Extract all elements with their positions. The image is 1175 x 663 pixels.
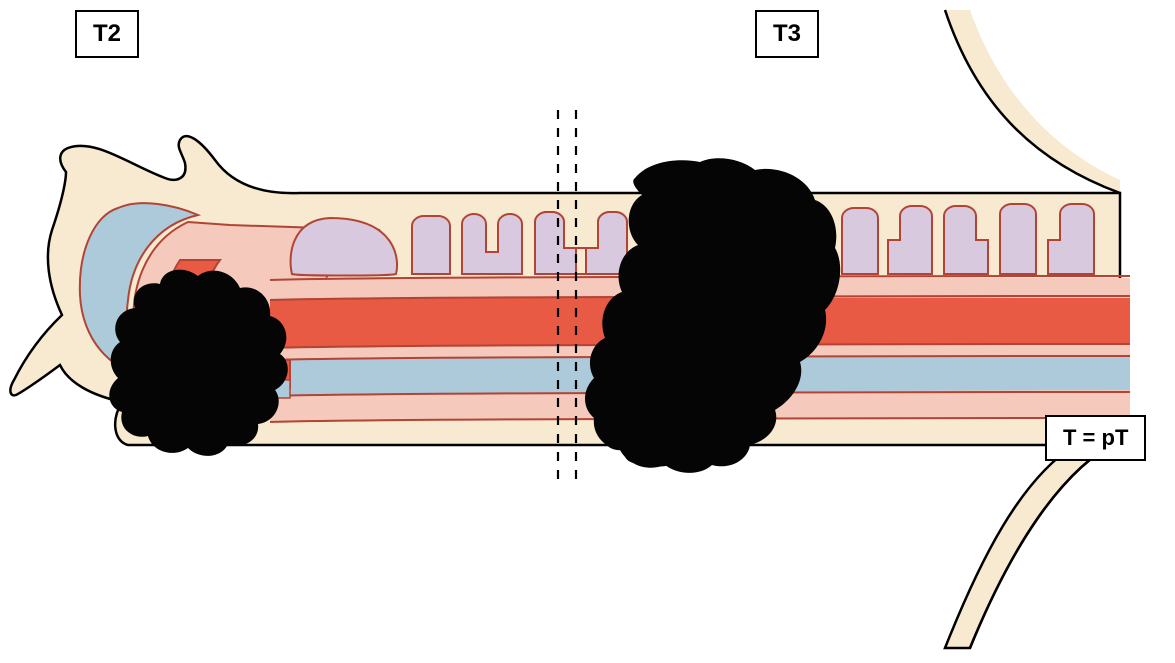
label-equation-text: T = pT (1063, 425, 1128, 450)
diagram-container (0, 0, 1175, 658)
anatomy-diagram (0, 0, 1175, 658)
label-t3: T3 (755, 10, 819, 58)
label-t2-text: T2 (93, 20, 121, 47)
upper-right-flare (945, 10, 1120, 193)
label-t3-text: T3 (773, 20, 801, 47)
label-t2: T2 (75, 10, 139, 58)
label-equation: T = pT (1045, 415, 1146, 461)
